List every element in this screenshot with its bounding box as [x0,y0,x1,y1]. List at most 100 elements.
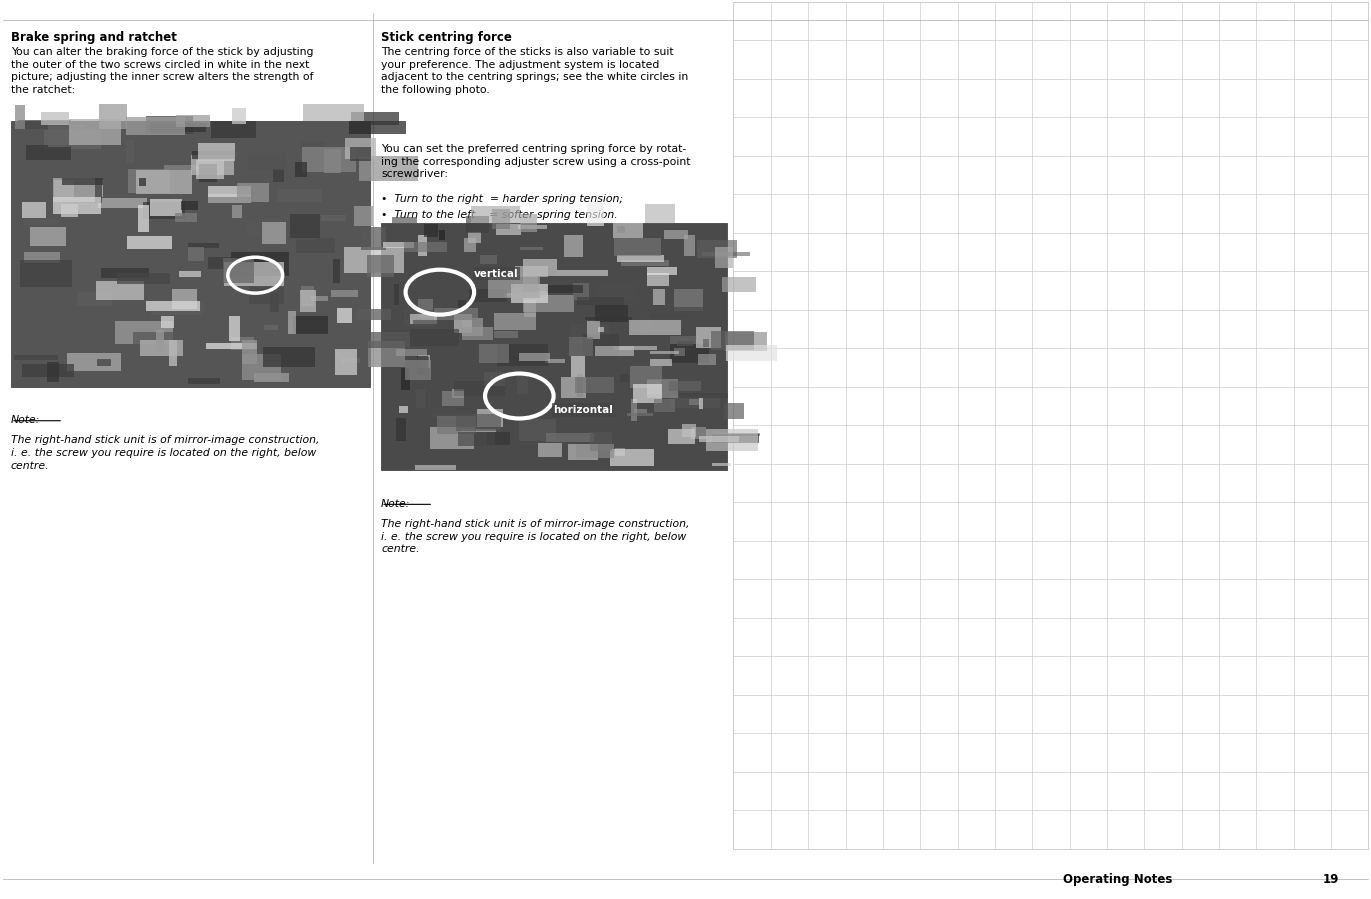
Bar [169,340,177,366]
Bar [354,206,373,226]
Bar [384,242,414,248]
Bar [392,218,417,223]
Bar [241,340,258,364]
Bar [480,255,496,264]
Bar [337,307,352,323]
Bar [595,305,628,322]
Bar [670,343,709,363]
Bar [151,302,203,315]
Bar [437,415,476,434]
Bar [151,200,182,216]
Bar [30,227,66,245]
Bar [311,296,328,301]
Bar [396,350,428,356]
Bar [733,2,1368,849]
Bar [477,409,503,427]
Bar [478,343,509,363]
Bar [343,358,359,363]
Bar [196,160,225,179]
Bar [613,223,643,238]
Bar [683,424,695,437]
Bar [461,429,495,432]
Bar [128,236,173,249]
Bar [487,432,510,445]
Bar [698,397,703,409]
Bar [270,293,278,312]
Bar [175,115,210,127]
Bar [647,380,661,394]
Bar [359,156,418,181]
Bar [145,301,200,311]
Bar [208,186,251,197]
Bar [399,406,409,414]
Bar [277,189,322,201]
Bar [128,169,170,193]
Bar [321,216,345,221]
Bar [725,345,777,361]
Text: You can alter the braking force of the stick by adjusting
the outer of the two s: You can alter the braking force of the s… [11,47,314,95]
Bar [452,389,463,397]
Bar [646,204,675,223]
Bar [577,374,583,396]
Bar [522,269,539,291]
Bar [418,355,429,368]
Bar [712,463,731,467]
Bar [679,393,728,397]
Bar [97,199,147,209]
Bar [515,266,548,278]
Bar [333,259,340,283]
Bar [462,318,483,335]
Bar [230,337,254,350]
Bar [199,164,217,182]
Bar [496,343,548,366]
Bar [15,105,25,129]
Bar [23,252,60,263]
Bar [303,104,365,121]
Bar [494,332,518,338]
Bar [223,258,254,282]
Bar [324,149,341,174]
Bar [647,379,679,397]
Bar [138,205,149,232]
Bar [525,300,536,317]
Bar [669,381,701,391]
Bar [208,193,251,203]
Bar [255,372,289,382]
Bar [300,290,317,312]
Bar [402,369,410,390]
Bar [518,419,557,441]
Bar [156,330,165,351]
Bar [466,217,488,234]
Bar [565,236,584,257]
Bar [302,142,325,149]
Bar [232,205,241,218]
Bar [546,359,565,363]
Bar [192,151,234,159]
Bar [653,289,665,305]
Bar [351,112,399,125]
Bar [430,427,474,449]
Bar [570,324,609,343]
Text: horizontal: horizontal [554,405,613,415]
Bar [691,427,706,439]
Bar [614,238,661,256]
Bar [115,321,173,343]
Bar [145,117,192,135]
Bar [520,214,536,232]
Bar [171,289,197,309]
Bar [631,399,638,421]
Bar [441,391,465,406]
Bar [670,335,696,344]
Bar [396,418,406,441]
Bar [650,360,672,366]
Bar [53,178,95,201]
Bar [414,465,455,470]
Text: 19: 19 [1323,873,1339,886]
Bar [598,284,636,301]
Bar [143,202,185,218]
Bar [698,353,716,365]
Bar [96,281,144,300]
Bar [650,351,679,354]
Bar [149,123,206,131]
Bar [197,144,234,161]
